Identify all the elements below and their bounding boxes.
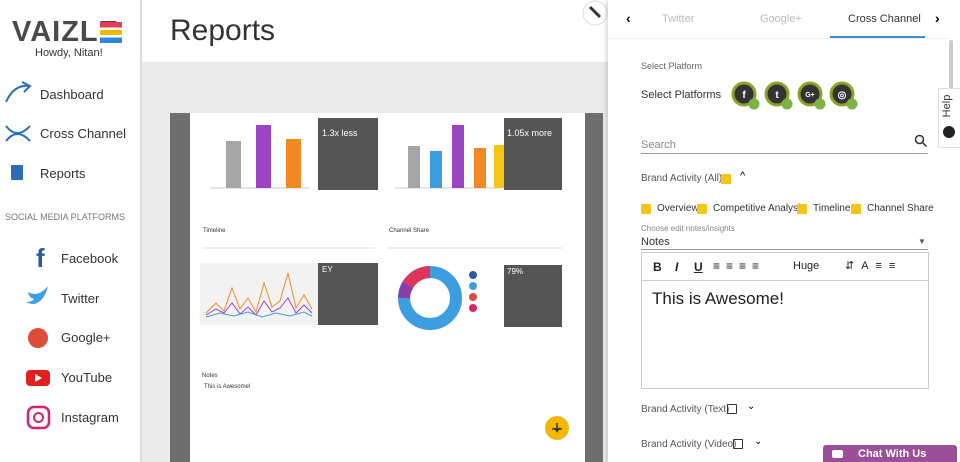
search-input[interactable]: Search bbox=[641, 139, 676, 151]
chat-button[interactable] bbox=[823, 445, 957, 462]
card-2 bbox=[395, 118, 562, 190]
option[interactable]: Timeline bbox=[813, 203, 851, 214]
brand-activity-all[interactable]: Brand Activity (All) bbox=[641, 173, 723, 184]
timeline-thumb bbox=[200, 263, 378, 325]
tabs-divider bbox=[608, 38, 948, 39]
toolbar-size[interactable]: Huge bbox=[793, 260, 820, 272]
notes-select[interactable]: Notes bbox=[641, 236, 670, 248]
platform-item[interactable]: YouTube bbox=[61, 370, 113, 385]
svg-text:G+: G+ bbox=[805, 92, 815, 99]
editor-toolbar-divider bbox=[641, 280, 929, 281]
tab-active[interactable]: Cross Channel bbox=[848, 13, 921, 25]
tab-prev[interactable]: ‹ bbox=[626, 10, 631, 26]
dashboard-icon bbox=[5, 81, 32, 103]
toolbar-icons[interactable]: ≡≡≡≡ bbox=[713, 259, 766, 273]
preview-stat: 1.05x more bbox=[507, 128, 553, 138]
preview-notes-title: Notes bbox=[202, 373, 218, 379]
platform-item[interactable]: Twitter bbox=[61, 291, 100, 306]
wrench-button[interactable] bbox=[582, 0, 608, 28]
tab-next[interactable]: › bbox=[935, 10, 940, 26]
brand-activity-text[interactable]: Brand Activity (Text) bbox=[641, 404, 730, 415]
platform-selectors[interactable]: f t G+ ◎ bbox=[728, 78, 858, 112]
toolbar-bold[interactable]: B bbox=[653, 260, 662, 274]
preview-stat: 1.3x less bbox=[322, 128, 358, 138]
card-1 bbox=[210, 118, 378, 190]
right-panel bbox=[608, 0, 960, 462]
expand-icon[interactable]: ⌄ bbox=[754, 436, 763, 447]
googleplus-icon bbox=[28, 328, 48, 348]
nav-item[interactable]: Cross Channel bbox=[40, 126, 126, 141]
toolbar-underline[interactable]: U bbox=[694, 260, 703, 274]
search-underline bbox=[641, 153, 928, 154]
toolbar-icons-2[interactable]: ⇵A≡≡ bbox=[845, 260, 903, 272]
search-icon[interactable] bbox=[914, 134, 928, 148]
preview-notes-text: This is Awesome! bbox=[204, 384, 251, 390]
tab[interactable]: Google+ bbox=[760, 13, 802, 25]
facebook-icon: f bbox=[36, 243, 45, 273]
option[interactable]: Channel Share bbox=[867, 203, 934, 214]
youtube-play bbox=[35, 374, 42, 382]
collapse-icon[interactable]: ^ bbox=[740, 170, 746, 182]
toolbar-italic[interactable]: I bbox=[675, 260, 679, 274]
chat-icon bbox=[832, 450, 843, 458]
sidebar bbox=[0, 0, 142, 462]
notes-hint: Choose edit notes/insights bbox=[641, 224, 735, 233]
main-header bbox=[142, 0, 608, 62]
preview-section: Timeline bbox=[203, 228, 226, 234]
option[interactable]: Competitive Analysis bbox=[713, 203, 806, 214]
page-title: Reports bbox=[170, 14, 276, 47]
greeting: Howdy, Nitan! bbox=[35, 47, 103, 59]
svg-text:f: f bbox=[742, 90, 746, 101]
preview-stat: 79% bbox=[507, 267, 524, 276]
brand-activity-video[interactable]: Brand Activity (Video) bbox=[641, 439, 737, 450]
expand-icon[interactable]: ⌄ bbox=[747, 401, 756, 412]
tab[interactable]: Twitter bbox=[662, 13, 695, 25]
svg-text:◎: ◎ bbox=[838, 90, 847, 101]
reports-icon bbox=[11, 165, 23, 180]
select-arrow[interactable]: ▼ bbox=[918, 237, 926, 246]
help-icon[interactable] bbox=[943, 126, 955, 138]
platform-item[interactable]: Facebook bbox=[61, 251, 119, 266]
checkbox[interactable] bbox=[733, 439, 743, 449]
tab-indicator bbox=[830, 36, 925, 38]
checkbox[interactable] bbox=[697, 204, 707, 214]
instagram-icon bbox=[26, 405, 51, 430]
checkbox[interactable] bbox=[721, 174, 731, 184]
section-title: SOCIAL MEDIA PLATFORMS bbox=[5, 212, 126, 222]
chat-label[interactable]: Chat With Us bbox=[858, 448, 927, 460]
preview-graphics bbox=[200, 118, 569, 440]
cross-channel-icon bbox=[5, 125, 31, 142]
editor[interactable] bbox=[641, 252, 929, 389]
preview-section: Channel Share bbox=[389, 228, 430, 234]
checkbox[interactable] bbox=[797, 204, 807, 214]
heading: Select Platform bbox=[641, 61, 703, 71]
nav-item[interactable]: Dashboard bbox=[40, 87, 104, 102]
logo-stripes bbox=[100, 22, 122, 43]
checkbox[interactable] bbox=[851, 204, 861, 214]
platform-item[interactable]: Instagram bbox=[61, 410, 119, 425]
editor-text: This is Awesome! bbox=[652, 289, 784, 308]
checkbox[interactable] bbox=[641, 204, 651, 214]
checkbox[interactable] bbox=[727, 404, 737, 414]
svg-text:t: t bbox=[775, 90, 779, 101]
option[interactable]: Overview bbox=[657, 203, 699, 214]
channel-share-thumb bbox=[398, 265, 562, 330]
help-label[interactable]: Help bbox=[941, 94, 953, 118]
select-underline bbox=[641, 249, 928, 250]
platform-item[interactable]: Google+ bbox=[61, 330, 111, 345]
preview-stat: EY bbox=[322, 265, 333, 274]
label: Select Platforms bbox=[641, 89, 722, 101]
twitter-icon bbox=[26, 286, 48, 304]
nav-item[interactable]: Reports bbox=[40, 166, 86, 181]
instagram-lens bbox=[33, 412, 44, 423]
scrollbar bbox=[949, 40, 953, 90]
sidebar-icons: f bbox=[5, 81, 51, 430]
